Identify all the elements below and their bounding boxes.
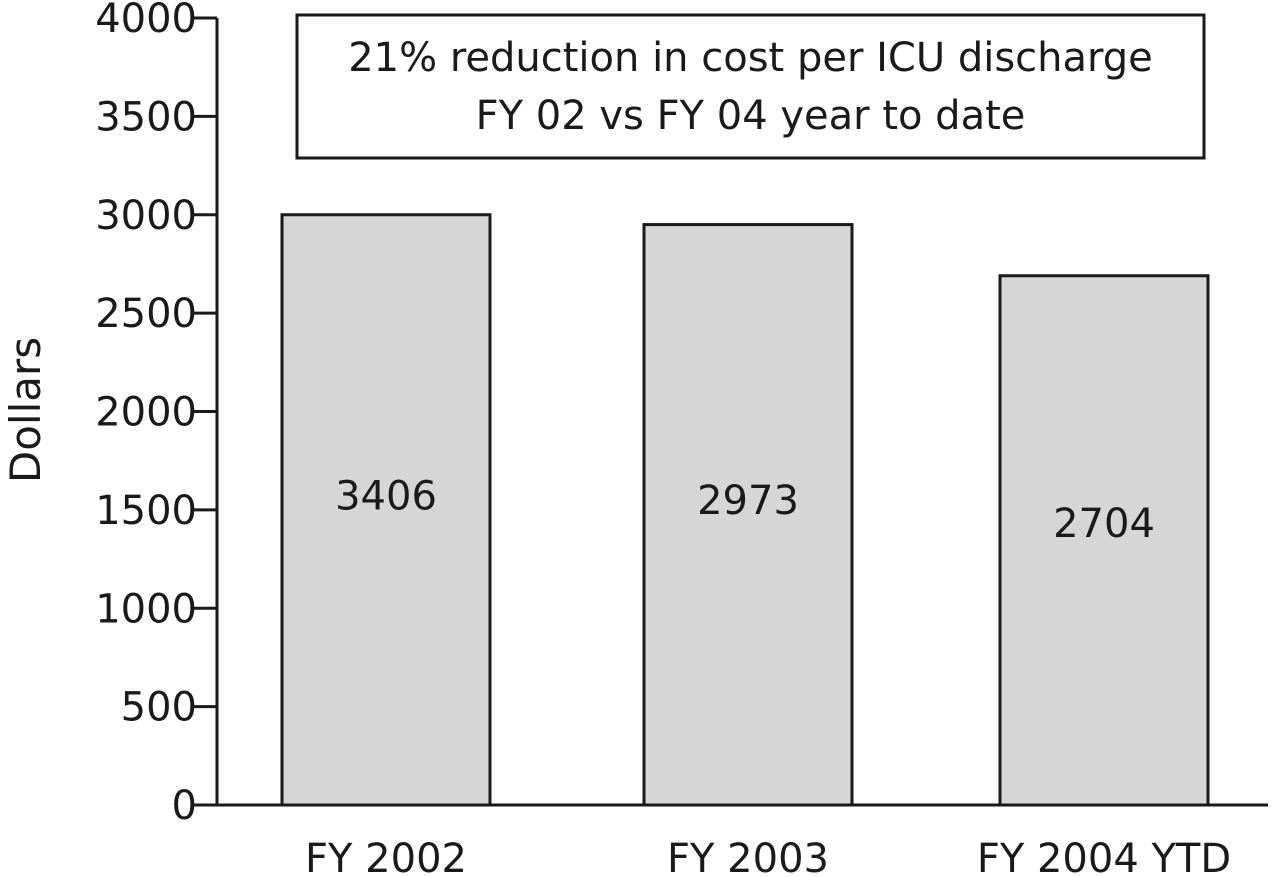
bars	[280, 213, 1210, 807]
y-tick-label: 3500	[95, 94, 197, 140]
bar-value-label: 2973	[697, 478, 799, 524]
bar-fy-2002	[280, 213, 492, 807]
bar-value-label: 3406	[335, 473, 437, 519]
annotation: 21% reduction in cost per ICU discharge F…	[295, 13, 1206, 160]
annotation-line: 21% reduction in cost per ICU discharge	[348, 35, 1153, 81]
y-tick-label: 2500	[95, 291, 197, 337]
y-tick-label: 4000	[95, 0, 197, 42]
y-tick-label: 0	[172, 783, 197, 829]
labels: 0 500 1000 1500 2000 2500 3000 3500 4000 Dollars 3…	[1, 0, 1231, 877]
x-category-label: FY 2002	[305, 836, 467, 873]
bar-fy-2004-ytd	[998, 274, 1210, 807]
x-category-label: FY 2003	[667, 836, 829, 873]
bar-fy-2003	[642, 223, 854, 807]
x-category-label: FY 2004 YTD	[977, 836, 1231, 873]
y-axis-title: Dollars	[1, 337, 50, 483]
y-tick-label: 500	[121, 685, 197, 731]
annotation-box	[295, 13, 1206, 160]
y-tick-label: 1000	[95, 586, 197, 632]
bar-value-label: 2704	[1053, 501, 1155, 547]
y-tick-label: 1500	[95, 488, 197, 534]
y-tick-label: 2000	[95, 390, 197, 436]
annotation-line: FY 02 vs FY 04 year to date	[476, 93, 1026, 139]
y-tick-label: 3000	[95, 193, 197, 239]
